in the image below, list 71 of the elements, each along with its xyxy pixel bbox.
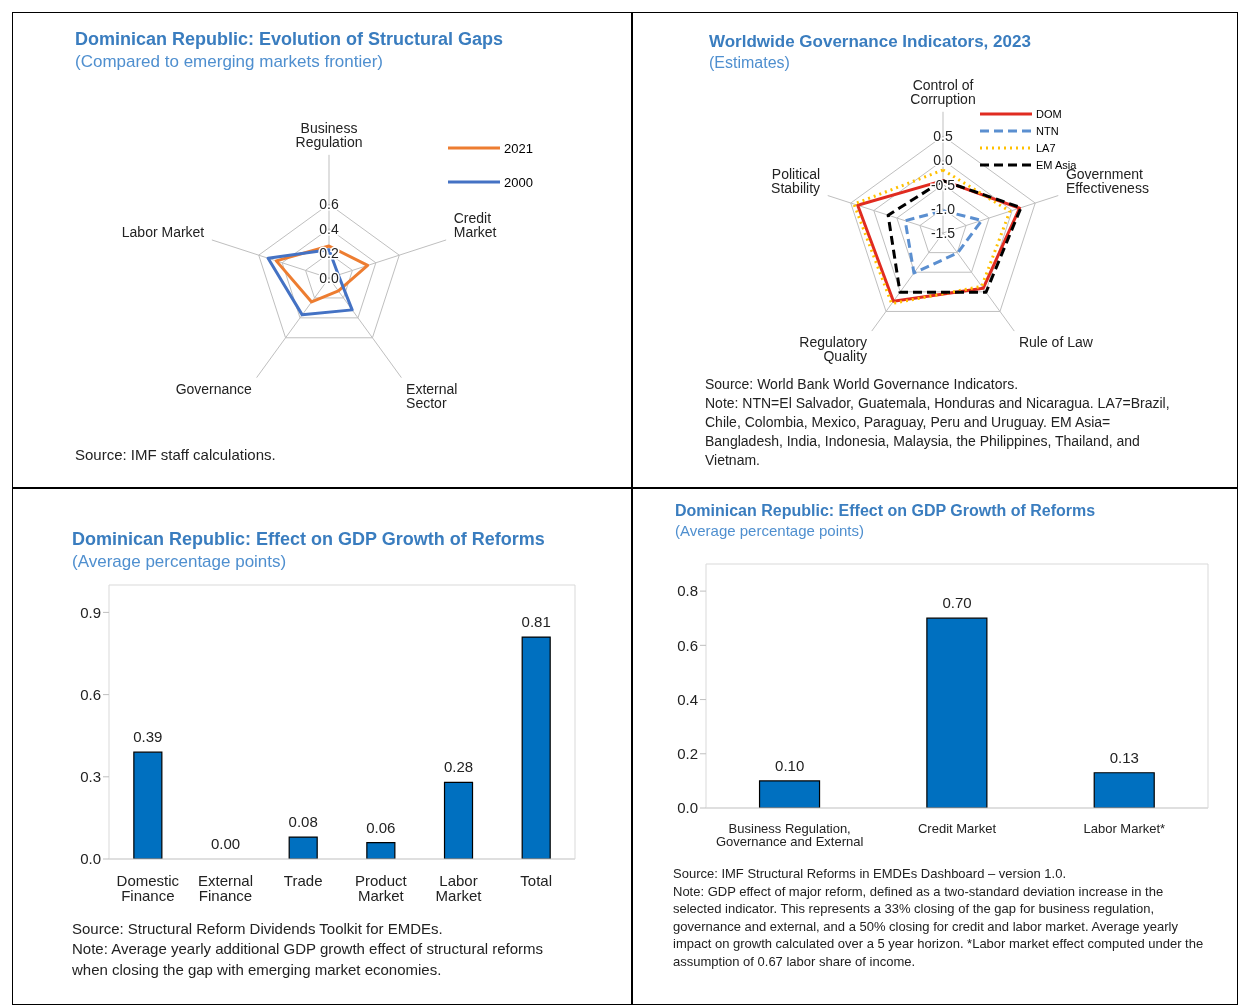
spoke-label: Rule of Law (1018, 334, 1094, 351)
y-tick-label: 0.3 (80, 768, 101, 786)
y-tick-label: 0.0 (677, 799, 698, 817)
x-tick-label: Labor Market* (1083, 821, 1166, 837)
legend-label: LA7 (1036, 141, 1056, 154)
spoke-label: Regulatory Quality (799, 334, 868, 365)
chart-subtitle: (Average percentage points) (675, 522, 865, 539)
y-tick-label: 0.0 (80, 850, 101, 868)
bar (133, 751, 163, 859)
legend-label: DOM (1036, 108, 1062, 121)
y-tick-label: 0.9 (80, 603, 101, 621)
y-tick-label: 0.4 (677, 690, 698, 708)
chart-subtitle: (Estimates) (709, 54, 791, 72)
spoke-label: Political Stability (771, 166, 821, 197)
x-tick-label: Trade (283, 871, 323, 889)
legend-label: EM Asia (1036, 158, 1077, 171)
data-label: 0.06 (366, 818, 396, 836)
bar (926, 617, 988, 808)
x-tick-label: Business Regulation, Governance and External (715, 821, 864, 850)
y-tick-label: 0.6 (319, 196, 339, 213)
chart-title: Worldwide Governance Indicators, 2023 (709, 32, 1031, 52)
spoke-label: Labor Market (121, 224, 205, 241)
x-tick-label: Product Market (354, 871, 408, 904)
chart-title: Dominican Republic: Effect on GDP Growth of Reforms (675, 502, 1096, 520)
y-tick-label: 0.2 (677, 745, 698, 763)
data-label: 0.39 (133, 728, 163, 746)
y-tick-label: 0.4 (319, 220, 339, 237)
legend-label: 2021 (504, 140, 533, 156)
chart-subtitle: (Average percentage points) (72, 552, 288, 572)
bar (288, 836, 318, 859)
bar (758, 780, 821, 808)
spoke-label: Credit Market (453, 210, 497, 241)
y-tick-label: -1.5 (930, 225, 956, 241)
x-tick-label: Domestic Finance (116, 871, 180, 904)
data-label: 0.70 (942, 594, 972, 612)
bar (366, 841, 396, 859)
spoke-label: Business Regulation (295, 119, 363, 150)
x-tick-label: Labor Market (435, 871, 483, 904)
spoke-label: External Sector (406, 381, 458, 412)
bar (1093, 772, 1155, 808)
x-tick-label: External Finance (197, 871, 254, 904)
data-label: 0.10 (775, 756, 805, 774)
source-note: Source: IMF staff calculations. (75, 445, 277, 465)
chart-title: Dominican Republic: Effect on GDP Growth of Reforms (72, 529, 545, 550)
y-tick-label: 0.5 (933, 128, 953, 145)
data-label: 0.13 (1109, 748, 1139, 766)
bar (443, 781, 474, 859)
chart-subtitle: (Compared to emerging markets frontier) (75, 52, 384, 72)
y-tick-label: 0.6 (80, 685, 101, 703)
data-label: 0.08 (288, 813, 318, 831)
y-tick-label: 0.6 (677, 636, 698, 654)
data-label: 0.28 (443, 758, 474, 776)
text: Note: Average yearly additional GDP growth effect of structural reforms when closing the gap with emerging market economies. (72, 939, 545, 980)
y-tick-label: 0.0 (933, 152, 953, 169)
y-tick-label: 0.8 (677, 582, 698, 600)
data-label: 0.00 (210, 835, 241, 852)
legend-label: NTN (1036, 125, 1059, 138)
source-note: Source: World Bank World Governance Indicators. (705, 375, 1020, 394)
x-tick-label: Credit Market (917, 821, 997, 837)
source-note: Source: IMF Structural Reforms in EMDEs Dashboard – version 1.0. (673, 865, 1068, 883)
spoke-label: Control of Corruption (910, 76, 976, 107)
spoke-label: Governance (175, 381, 253, 398)
x-tick-label: Total (520, 871, 553, 889)
y-tick-label: 0.0 (319, 270, 339, 286)
bar (521, 636, 551, 859)
source-note: Source: Structural Reform Dividends Toolkit for EMDEs. (72, 919, 444, 939)
data-label: 0.81 (521, 613, 551, 631)
text: Note: NTN=El Salvador, Guatemala, Honduras and Nicaragua. LA7=Brazil, Chile, Colombia, Mexico, Paraguay, Peru and Uruguay. EM Asia= Bangladesh, India, Indonesia, Malaysia, the Philippines, Thailand, and Vietnam. (705, 393, 1171, 470)
legend-label: 2000 (504, 174, 533, 190)
chart-title: Dominican Republic: Evolution of Structural Gaps (75, 29, 504, 50)
text: Note: GDP effect of major reform, defined as a two-standard deviation increase in the selected indicator. This represents a 33% closing of the gap for business regulation, governance and external, and a 50% closing for credit and labor market. Average yearly impact on growth calculated over a 5 year horizon. *Labor market effect computed under the assumption of 0.67 labor share of income. (673, 882, 1205, 971)
